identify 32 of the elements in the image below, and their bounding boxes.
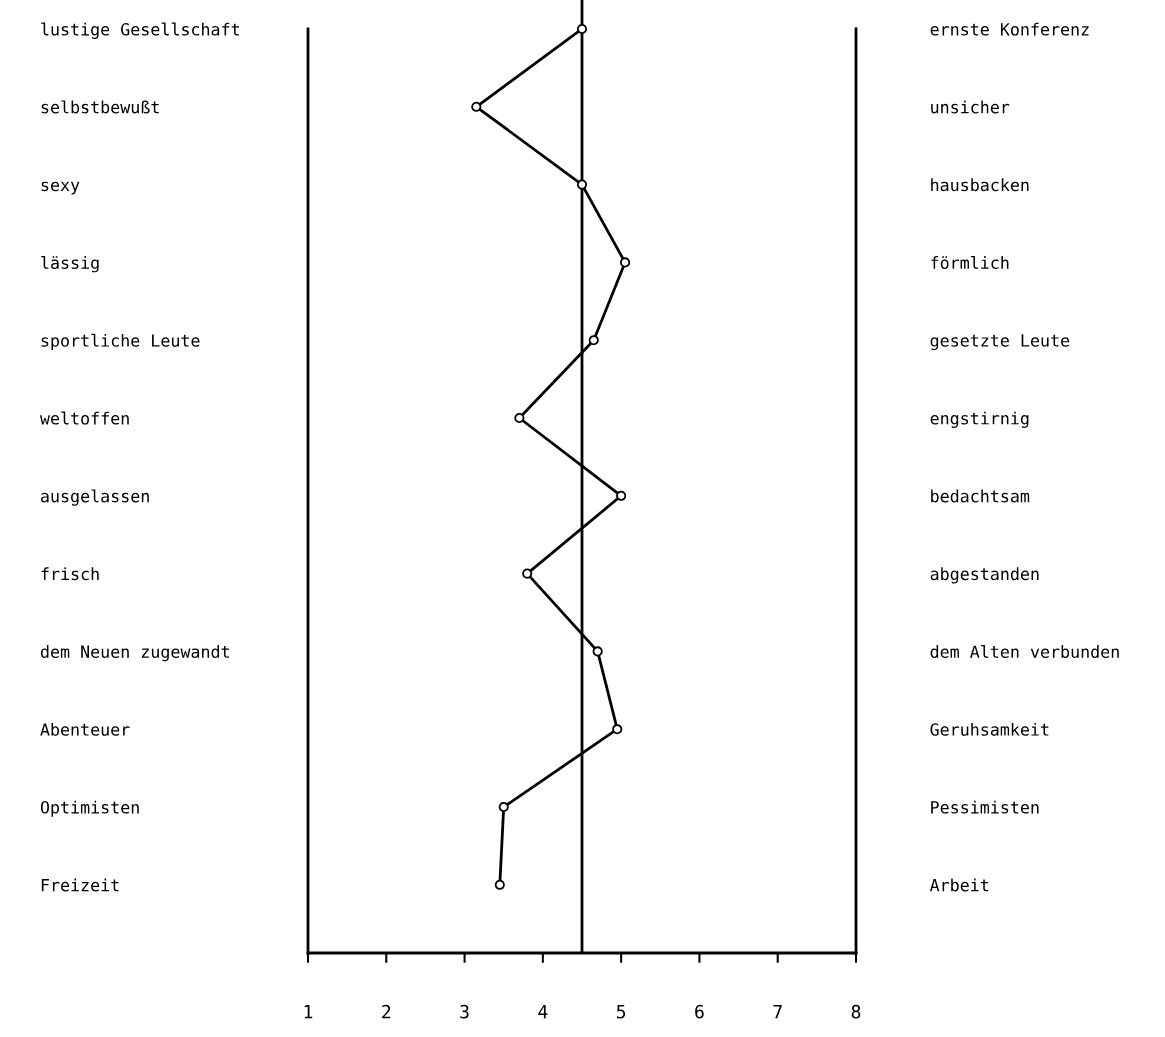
y-tick-label: lässig bbox=[41, 256, 99, 273]
x-tick-label: 5 bbox=[616, 1005, 626, 1019]
y-tick-label: sportliche Leute bbox=[41, 333, 200, 351]
x-tick-label: 6 bbox=[695, 1004, 704, 1019]
x-tick-label: 4 bbox=[538, 1005, 548, 1019]
y2-tick-label: förmlich bbox=[931, 256, 1009, 270]
y2-tick-label: Arbeit bbox=[929, 878, 989, 892]
x-tick-label: 8 bbox=[851, 1004, 861, 1019]
y-tick-label: Freizeit bbox=[41, 878, 119, 892]
x-tick-label: 3 bbox=[460, 1004, 469, 1019]
y2-tick-label: gesetzte Leute bbox=[930, 334, 1070, 351]
y2-tick-label: abgestanden bbox=[930, 567, 1039, 584]
y-tick-label: sexy bbox=[41, 181, 80, 195]
y-tick-label: Optimisten bbox=[40, 800, 139, 817]
y-tick-label: Abenteuer bbox=[40, 722, 130, 736]
y-tick-label: ausgelassen bbox=[41, 489, 149, 506]
y2-tick-label: engstirnig bbox=[930, 411, 1029, 428]
y-tick-label: frisch bbox=[41, 567, 99, 581]
y-tick-label: weltoffen bbox=[39, 411, 129, 425]
y2-tick-label: hausbacken bbox=[931, 178, 1029, 192]
y2-tick-label: ernste Konferenz bbox=[930, 22, 1089, 36]
y2-tick-label: Geruhsamkeit bbox=[930, 722, 1049, 736]
x-tick-label: 2 bbox=[382, 1004, 391, 1019]
y2-tick-label: dem Alten verbunden bbox=[930, 645, 1119, 659]
x-tick-label: 7 bbox=[773, 1005, 782, 1019]
y2-tick-label: unsicher bbox=[931, 100, 1010, 114]
y-tick-label: lustige Gesellschaft bbox=[41, 22, 239, 39]
y-tick-label: selbstbewußt bbox=[41, 100, 159, 114]
x-tick-label: 1 bbox=[304, 1005, 313, 1019]
y-tick-label: dem Neuen zugewandt bbox=[40, 645, 229, 662]
y2-tick-label: Pessimisten bbox=[931, 800, 1039, 814]
y2-tick-label: bedachtsam bbox=[931, 489, 1030, 503]
